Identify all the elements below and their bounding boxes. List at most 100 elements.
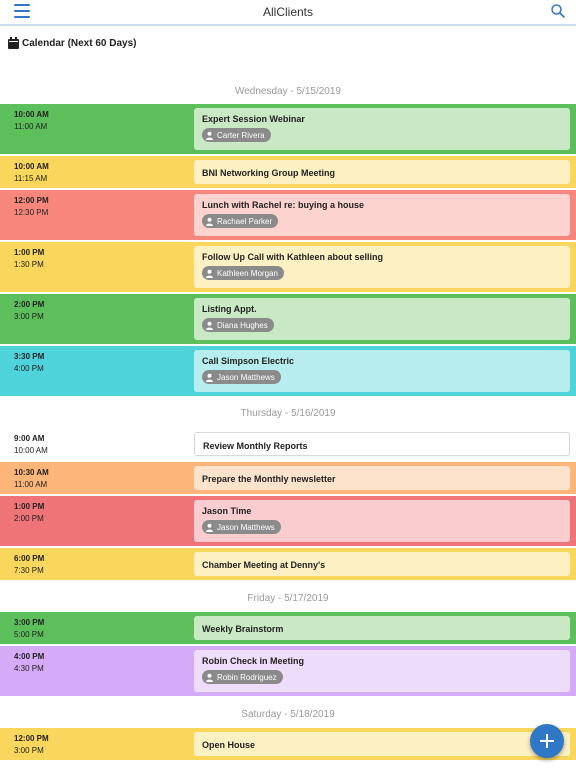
contact-name: Rachael Parker [217,216,273,226]
event-end-time: 7:30 PM [14,566,44,575]
event-title: Expert Session Webinar [202,114,305,124]
event-card[interactable]: Listing Appt. Diana Hughes [194,298,570,340]
event-end-time: 11:15 AM [14,174,48,183]
event-title: Listing Appt. [202,304,257,314]
event-end-time: 5:00 PM [14,630,44,639]
event-card[interactable]: Call Simpson Electric Jason Matthews [194,350,570,392]
event-time: 1:00 PM 1:30 PM [14,247,44,271]
event-card[interactable]: Weekly Brainstorm [194,616,570,640]
person-icon [205,269,214,278]
event-start-time: 1:00 PM [14,248,45,257]
event-end-time: 12:30 PM [14,208,49,217]
event-time: 9:00 AM 10:00 AM [14,433,48,457]
contact-name: Robin Rodriguez [217,672,277,682]
event-card[interactable]: Lunch with Rachel re: buying a house Rach… [194,194,570,236]
event-card[interactable]: Chamber Meeting at Denny's [194,552,570,576]
event-title: BNI Networking Group Meeting [202,168,336,178]
event-title: Jason Time [202,506,252,516]
contact-name: Jason Matthews [217,372,275,382]
event-row[interactable]: 6:00 PM 7:30 PM Chamber Meeting at Denny's [0,548,576,580]
section-title: Calendar (Next 60 Days) [22,37,137,49]
top-app-bar: AllClients [0,0,576,26]
event-card[interactable]: Follow Up Call with Kathleen about selli… [194,246,570,288]
app-title: AllClients [262,5,313,19]
event-title: Open House [202,740,256,750]
event-time: 10:00 AM 11:00 AM [14,109,49,133]
event-start-time: 10:00 AM [14,162,49,171]
event-time: 12:00 PM 3:00 PM [14,733,49,757]
person-icon [205,673,214,682]
search-icon[interactable] [550,3,566,19]
day-header: Wednesday - 5/15/2019 [234,86,341,97]
contact-chip[interactable]: Jason Matthews [202,370,281,384]
contact-name: Carter Rivera [217,130,265,140]
event-card[interactable]: Expert Session Webinar Carter Rivera [194,108,570,150]
calendar-section-header: Calendar (Next 60 Days) [8,36,137,50]
event-title: Prepare the Monthly newsletter [202,474,336,484]
event-title: Weekly Brainstorm [202,624,284,634]
event-title: Follow Up Call with Kathleen about selli… [202,252,384,262]
person-icon [205,321,214,330]
event-card[interactable]: Jason Time Jason Matthews [194,500,570,542]
event-start-time: 10:00 AM [14,110,49,119]
event-end-time: 3:00 PM [14,312,44,321]
event-row[interactable]: 1:00 PM 2:00 PM Jason Time Jason Matthews [0,496,576,546]
day-header: Friday - 5/17/2019 [247,593,329,604]
event-card[interactable]: Prepare the Monthly newsletter [194,466,570,490]
event-start-time: 12:00 PM [14,196,49,205]
event-card[interactable]: Open House [194,732,570,756]
event-card[interactable]: Robin Check in Meeting Robin Rodriguez [194,650,570,692]
hamburger-menu-icon[interactable] [14,4,30,18]
event-start-time: 1:00 PM [14,502,45,511]
day-header: Saturday - 5/18/2019 [241,709,335,720]
event-end-time: 10:00 AM [14,446,48,455]
event-start-time: 6:00 PM [14,554,45,563]
event-start-time: 10:30 AM [14,468,49,477]
contact-name: Jason Matthews [217,522,275,532]
event-start-time: 2:00 PM [14,300,45,309]
event-time: 4:00 PM 4:30 PM [14,651,44,675]
event-row[interactable]: 10:00 AM 11:00 AM Expert Session Webinar Ca… [0,104,576,154]
event-title: Call Simpson Electric [202,356,295,366]
day-header: Thursday - 5/16/2019 [240,408,336,419]
event-title: Lunch with Rachel re: buying a house [202,200,365,210]
event-row[interactable]: 1:00 PM 1:30 PM Follow Up Call with Kathle… [0,242,576,292]
contact-chip[interactable]: Rachael Parker [202,214,279,228]
event-end-time: 3:00 PM [14,746,44,755]
event-row[interactable]: 9:00 AM 10:00 AM Review Monthly Reports [0,428,576,460]
add-event-button[interactable] [530,724,564,758]
contact-name: Kathleen Morgan [217,268,278,278]
event-card[interactable]: Review Monthly Reports [194,432,570,456]
contact-chip[interactable]: Kathleen Morgan [202,266,284,280]
event-row[interactable]: 2:00 PM 3:00 PM Listing Appt. Diana Hughes [0,294,576,344]
person-icon [205,373,214,382]
event-start-time: 4:00 PM [14,652,45,661]
event-row[interactable]: 10:00 AM 11:15 AM BNI Networking Group Mee… [0,156,576,188]
event-time: 12:00 PM 12:30 PM [14,195,49,219]
event-time: 10:30 AM 11:00 AM [14,467,49,491]
contact-chip[interactable]: Robin Rodriguez [202,670,283,684]
event-end-time: 4:30 PM [14,664,44,673]
event-time: 1:00 PM 2:00 PM [14,501,44,525]
event-card[interactable]: BNI Networking Group Meeting [194,160,570,184]
event-start-time: 3:30 PM [14,352,45,361]
event-title: Chamber Meeting at Denny's [202,560,326,570]
event-row[interactable]: 4:00 PM 4:30 PM Robin Check in Meeting Robi… [0,646,576,696]
event-time: 3:00 PM 5:00 PM [14,617,44,641]
event-row[interactable]: 3:00 PM 5:00 PM Weekly Brainstorm [0,612,576,644]
event-start-time: 3:00 PM [14,618,45,627]
event-row[interactable]: 12:00 PM 12:30 PM Lunch with Rachel re: bu… [0,190,576,240]
event-end-time: 11:00 AM [14,122,48,131]
event-end-time: 11:00 AM [14,480,48,489]
contact-chip[interactable]: Carter Rivera [202,128,271,142]
event-row[interactable]: 10:30 AM 11:00 AM Prepare the Monthly news… [0,462,576,494]
contact-chip[interactable]: Diana Hughes [202,318,274,332]
event-row[interactable]: 12:00 PM 3:00 PM Open House [0,728,576,760]
event-row[interactable]: 3:30 PM 4:00 PM Call Simpson Electric Jason… [0,346,576,396]
event-end-time: 1:30 PM [14,260,44,269]
event-time: 3:30 PM 4:00 PM [14,351,44,375]
person-icon [205,217,214,226]
contact-chip[interactable]: Jason Matthews [202,520,281,534]
event-end-time: 4:00 PM [14,364,44,373]
event-title: Robin Check in Meeting [202,656,305,666]
